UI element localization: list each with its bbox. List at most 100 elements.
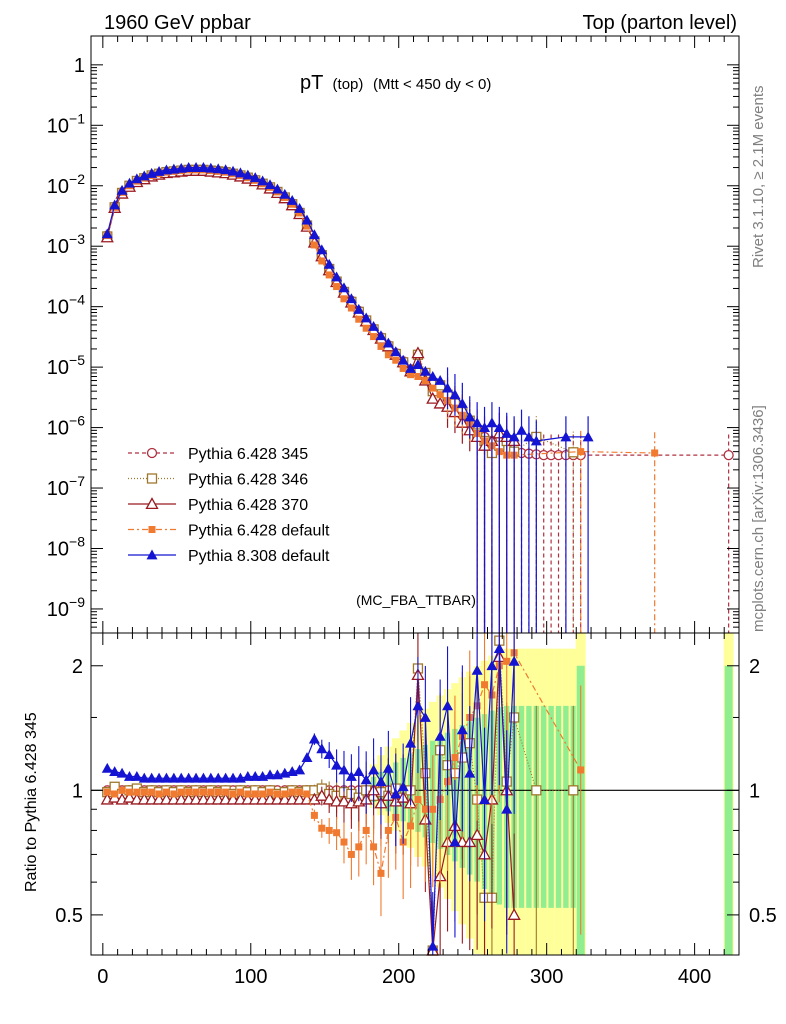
y-tick-label: 10−7	[47, 473, 85, 500]
data-point-pythia-6-428-345	[723, 449, 734, 461]
ratio-point-pythia-6-428-370	[322, 792, 336, 805]
ratio-point-pythia-6-428-default	[362, 826, 370, 834]
ratio-point-pythia-8-308-default	[390, 788, 402, 799]
ratio-point-pythia-6-428-346	[531, 785, 542, 796]
data-point-pythia-6-428-default	[362, 324, 370, 332]
data-point-pythia-8-308-default	[523, 431, 535, 442]
ratio-y-tick-label: 2	[72, 656, 83, 678]
legend: Pythia 6.428 345 Pythia 6.428 346 Pythia 6…	[128, 446, 330, 565]
legend-label: Pythia 6.428 345	[188, 446, 308, 463]
data-point-pythia-8-308-default	[360, 312, 372, 323]
data-point-pythia-6-428-default	[384, 351, 392, 359]
data-point-pythia-8-308-default	[560, 431, 572, 442]
y-tick-label-exponent: −3	[69, 231, 85, 247]
ratio-point-pythia-8-308-default	[146, 772, 158, 783]
data-point-pythia-8-308-default	[368, 320, 380, 331]
data-point-pythia-8-308-default	[449, 389, 461, 400]
data-point-pythia-8-308-default	[397, 354, 409, 365]
data-point-pythia-8-308-default	[353, 303, 365, 314]
ratio-point-pythia-8-308-default	[449, 836, 461, 847]
ratio-point-pythia-6-428-346	[568, 785, 579, 796]
legend-marker	[148, 526, 156, 533]
y-tick-label: 10−4	[47, 292, 85, 319]
ratio-point-pythia-8-308-default	[123, 771, 135, 781]
data-point-pythia-8-308-default	[456, 398, 468, 408]
ratio-point-pythia-8-308-default	[190, 772, 202, 783]
main-plot-panel: 110−110−210−310−410−510−610−710−810−9 pT…	[47, 35, 740, 634]
ratio-point-pythia-8-308-default	[434, 730, 446, 741]
data-point-pythia-8-308-default	[390, 346, 402, 357]
legend-marker	[145, 497, 159, 510]
ratio-point-pythia-8-308-default	[116, 767, 128, 778]
y-tick-label-exponent: −5	[69, 352, 85, 368]
ratio-point-pythia-8-308-default	[412, 700, 424, 711]
ratio-plot-panel: 0.5 0.5 1 1 2 2 0 100 200 300 400 Ratio to Pythia…	[23, 632, 777, 988]
ratio-point-pythia-8-308-default	[249, 771, 261, 781]
ratio-point-pythia-6-428-370	[315, 788, 329, 801]
ratio-point-pythia-8-308-default	[138, 772, 150, 783]
ratio-point-pythia-6-428-default	[229, 790, 237, 798]
ratio-point-pythia-8-308-default	[331, 759, 343, 770]
data-point-pythia-8-308-default	[197, 162, 209, 172]
legend-marker	[146, 473, 158, 484]
ratio-point-pythia-8-308-default	[212, 772, 224, 783]
main-plot-y-ticks: 110−110−210−310−410−510−610−710−810−9	[47, 55, 739, 628]
data-point-pythia-8-308-default	[338, 282, 350, 293]
ratio-band-stat	[526, 705, 532, 908]
ratio-point-pythia-8-308-default	[368, 764, 380, 775]
data-point-pythia-6-428-default	[310, 241, 318, 249]
data-point-pythia-8-308-default	[464, 411, 476, 422]
ratio-point-pythia-8-308-default	[197, 772, 209, 783]
ratio-point-pythia-6-428-default	[310, 811, 318, 819]
ratio-point-pythia-8-308-default	[264, 769, 276, 780]
y-tick-label: 10−9	[47, 594, 85, 621]
ratio-point-pythia-6-428-default	[340, 838, 348, 846]
ratio-band-stat	[541, 705, 547, 908]
ratio-point-pythia-8-308-default	[382, 762, 394, 773]
ratio-point-pythia-6-428-default	[244, 790, 252, 798]
plot-title: pT (top) (Mtt < 450 dy < 0)	[300, 72, 491, 94]
ratio-band-stat	[563, 705, 569, 908]
ratio-point-pythia-8-308-default	[101, 762, 113, 773]
data-point-pythia-8-308-default	[323, 258, 335, 269]
y-tick-label-exponent: −8	[69, 533, 85, 549]
ratio-point-pythia-8-308-default	[471, 664, 483, 675]
header-right: Top (parton level)	[582, 12, 737, 34]
ratio-y-tick-label-right: 1	[749, 780, 760, 802]
data-point-pythia-6-428-370	[411, 346, 425, 359]
data-point-pythia-8-308-default	[249, 172, 261, 183]
y-tick-label-exponent: −4	[69, 292, 85, 308]
ratio-point-pythia-8-308-default	[486, 660, 498, 671]
ratio-point-pythia-6-428-default	[170, 790, 178, 798]
data-point-pythia-8-308-default	[345, 293, 357, 304]
data-point-pythia-8-308-default	[486, 417, 498, 428]
data-point-pythia-8-308-default	[279, 188, 291, 199]
ratio-point-pythia-8-308-default	[109, 766, 121, 776]
ratio-point-pythia-8-308-default	[316, 743, 328, 754]
data-point-pythia-8-308-default	[493, 422, 505, 432]
ratio-band-stat	[496, 707, 503, 905]
data-point-pythia-8-308-default	[427, 370, 439, 381]
ratio-point-pythia-6-428-default	[251, 790, 259, 798]
data-point-pythia-8-308-default	[442, 382, 454, 393]
ratio-point-pythia-6-428-default	[162, 788, 170, 796]
ratio-point-pythia-6-428-default	[111, 790, 119, 798]
ratio-point-pythia-6-428-default	[140, 788, 148, 796]
ratio-point-pythia-8-308-default	[175, 772, 187, 783]
y-tick-label: 10−5	[47, 352, 85, 379]
ratio-point-pythia-6-428-default	[355, 843, 363, 851]
ratio-point-pythia-8-308-default	[323, 749, 335, 759]
data-point-pythia-6-428-default	[325, 271, 333, 279]
ratio-point-pythia-6-428-default	[370, 843, 378, 851]
data-point-pythia-8-308-default	[138, 170, 150, 181]
x-tick-label: 200	[382, 966, 415, 988]
ratio-point-pythia-6-428-default	[333, 829, 341, 837]
ratio-band-stat	[548, 705, 554, 908]
ratio-point-pythia-8-308-default	[464, 767, 476, 778]
ratio-point-pythia-8-308-default	[427, 940, 439, 951]
y-tick-label-base: 10	[47, 236, 69, 258]
ratio-point-pythia-6-428-default	[503, 657, 511, 665]
data-point-pythia-8-308-default	[160, 164, 172, 175]
ratio-point-pythia-8-308-default	[493, 643, 505, 654]
data-point-pythia-8-308-default	[109, 199, 121, 210]
